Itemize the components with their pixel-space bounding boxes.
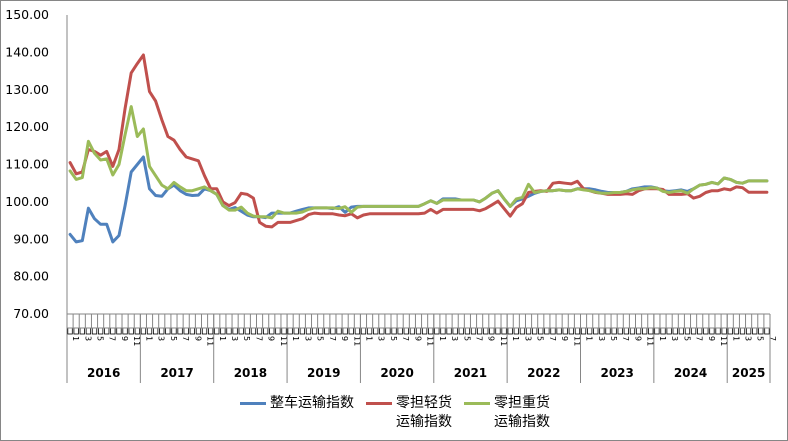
month-tick-label: 5 <box>96 336 105 341</box>
month-tick-label: 3 <box>743 336 752 341</box>
month-tick-label: 9 <box>120 336 129 341</box>
month-tick-label: 9 <box>267 336 276 341</box>
month-tick-label: 11 <box>132 336 141 346</box>
month-tick-label: 3 <box>670 336 679 341</box>
month-tick-label: 1 <box>658 336 667 341</box>
y-tick-label: 100.00 <box>5 194 49 209</box>
y-tick-label: 80.00 <box>13 269 49 284</box>
legend-item-full-truckload: 整车运输指数 <box>240 394 354 432</box>
y-tick-label: 90.00 <box>13 231 49 246</box>
month-tick-label: 1 <box>71 336 80 341</box>
month-tick-label: 9 <box>340 336 349 341</box>
y-tick-label: 150.00 <box>5 7 49 22</box>
month-tick-label: 5 <box>682 336 691 341</box>
legend-item-ltl-heavy: 零担重货 运输指数 <box>464 394 550 432</box>
month-tick-label: 7 <box>328 336 337 341</box>
month-tick-label: 5 <box>389 336 398 341</box>
month-tick-label: 11 <box>499 336 508 346</box>
month-tick-label: 1 <box>364 336 373 341</box>
month-tick-label: 7 <box>768 336 777 341</box>
month-tick-label: 5 <box>756 336 765 341</box>
month-tick-label: 1 <box>731 336 740 341</box>
year-label: 2024 <box>674 366 707 380</box>
month-tick-label: 9 <box>487 336 496 341</box>
month-tick-label: 5 <box>609 336 618 341</box>
month-tick-label: 7 <box>254 336 263 341</box>
month-tick-label: 1 <box>438 336 447 341</box>
month-tick-label: 9 <box>193 336 202 341</box>
y-tick-label: 70.00 <box>13 306 49 321</box>
y-tick-label: 110.00 <box>5 157 49 172</box>
month-tick-label: 7 <box>695 336 704 341</box>
month-tick-label: 5 <box>316 336 325 341</box>
month-tick-label: 1 <box>144 336 153 341</box>
month-tick-label: 1 <box>585 336 594 341</box>
month-tick-label: 11 <box>206 336 215 346</box>
month-tick-label: 3 <box>377 336 386 341</box>
month-tick-label: 5 <box>536 336 545 341</box>
month-tick-label: 7 <box>401 336 410 341</box>
series-line-0 <box>68 155 769 244</box>
month-tick-label: 3 <box>597 336 606 341</box>
month-tick-label: 1 <box>218 336 227 341</box>
month-tick-label: 3 <box>523 336 532 341</box>
legend-swatch-red <box>366 402 392 405</box>
year-label: 2021 <box>454 366 487 380</box>
month-tick-label: 5 <box>462 336 471 341</box>
year-label: 2018 <box>234 366 267 380</box>
year-label: 2025 <box>732 366 765 380</box>
legend-label: 零担重货 运输指数 <box>494 395 550 430</box>
month-tick-label: 7 <box>475 336 484 341</box>
month-tick-label: 7 <box>181 336 190 341</box>
month-tick-label: 9 <box>413 336 422 341</box>
month-tick-label: 3 <box>83 336 92 341</box>
y-tick-label: 140.00 <box>5 44 49 59</box>
month-tick-label: 11 <box>426 336 435 346</box>
month-tick-label: 9 <box>707 336 716 341</box>
month-tick-label: 11 <box>572 336 581 346</box>
month-tick-label: 11 <box>352 336 361 346</box>
series-line-2 <box>68 105 769 220</box>
month-tick-label: 1 <box>291 336 300 341</box>
year-label: 2017 <box>160 366 193 380</box>
y-tick-label: 130.00 <box>5 82 49 97</box>
year-label: 2022 <box>527 366 560 380</box>
y-tick-label: 120.00 <box>5 119 49 134</box>
month-tick-label: 9 <box>633 336 642 341</box>
month-tick-label: 7 <box>621 336 630 341</box>
month-tick-label: 7 <box>548 336 557 341</box>
legend: 整车运输指数 零担轻货 运输指数 零担重货 运输指数 <box>240 394 550 432</box>
month-tick-label: 11 <box>646 336 655 346</box>
year-label: 2016 <box>87 366 120 380</box>
year-label: 2020 <box>380 366 413 380</box>
legend-label: 零担轻货 运输指数 <box>396 395 452 430</box>
month-tick-label: 3 <box>230 336 239 341</box>
legend-swatch-blue <box>240 402 266 405</box>
legend-item-ltl-light: 零担轻货 运输指数 <box>366 394 452 432</box>
legend-label: 整车运输指数 <box>270 395 354 411</box>
year-label: 2023 <box>600 366 633 380</box>
month-tick-label: 9 <box>560 336 569 341</box>
series-line-1 <box>68 53 769 229</box>
month-tick-label: 11 <box>279 336 288 346</box>
month-tick-label: 5 <box>242 336 251 341</box>
month-tick-label: 3 <box>450 336 459 341</box>
year-label: 2019 <box>307 366 340 380</box>
legend-swatch-green <box>464 402 490 405</box>
month-tick-label: 1 <box>511 336 520 341</box>
month-tick-label: 7 <box>108 336 117 341</box>
month-tick-label: 11 <box>719 336 728 346</box>
month-tick-label: 3 <box>157 336 166 341</box>
month-tick-label: 3 <box>303 336 312 341</box>
month-tick-label: 5 <box>169 336 178 341</box>
